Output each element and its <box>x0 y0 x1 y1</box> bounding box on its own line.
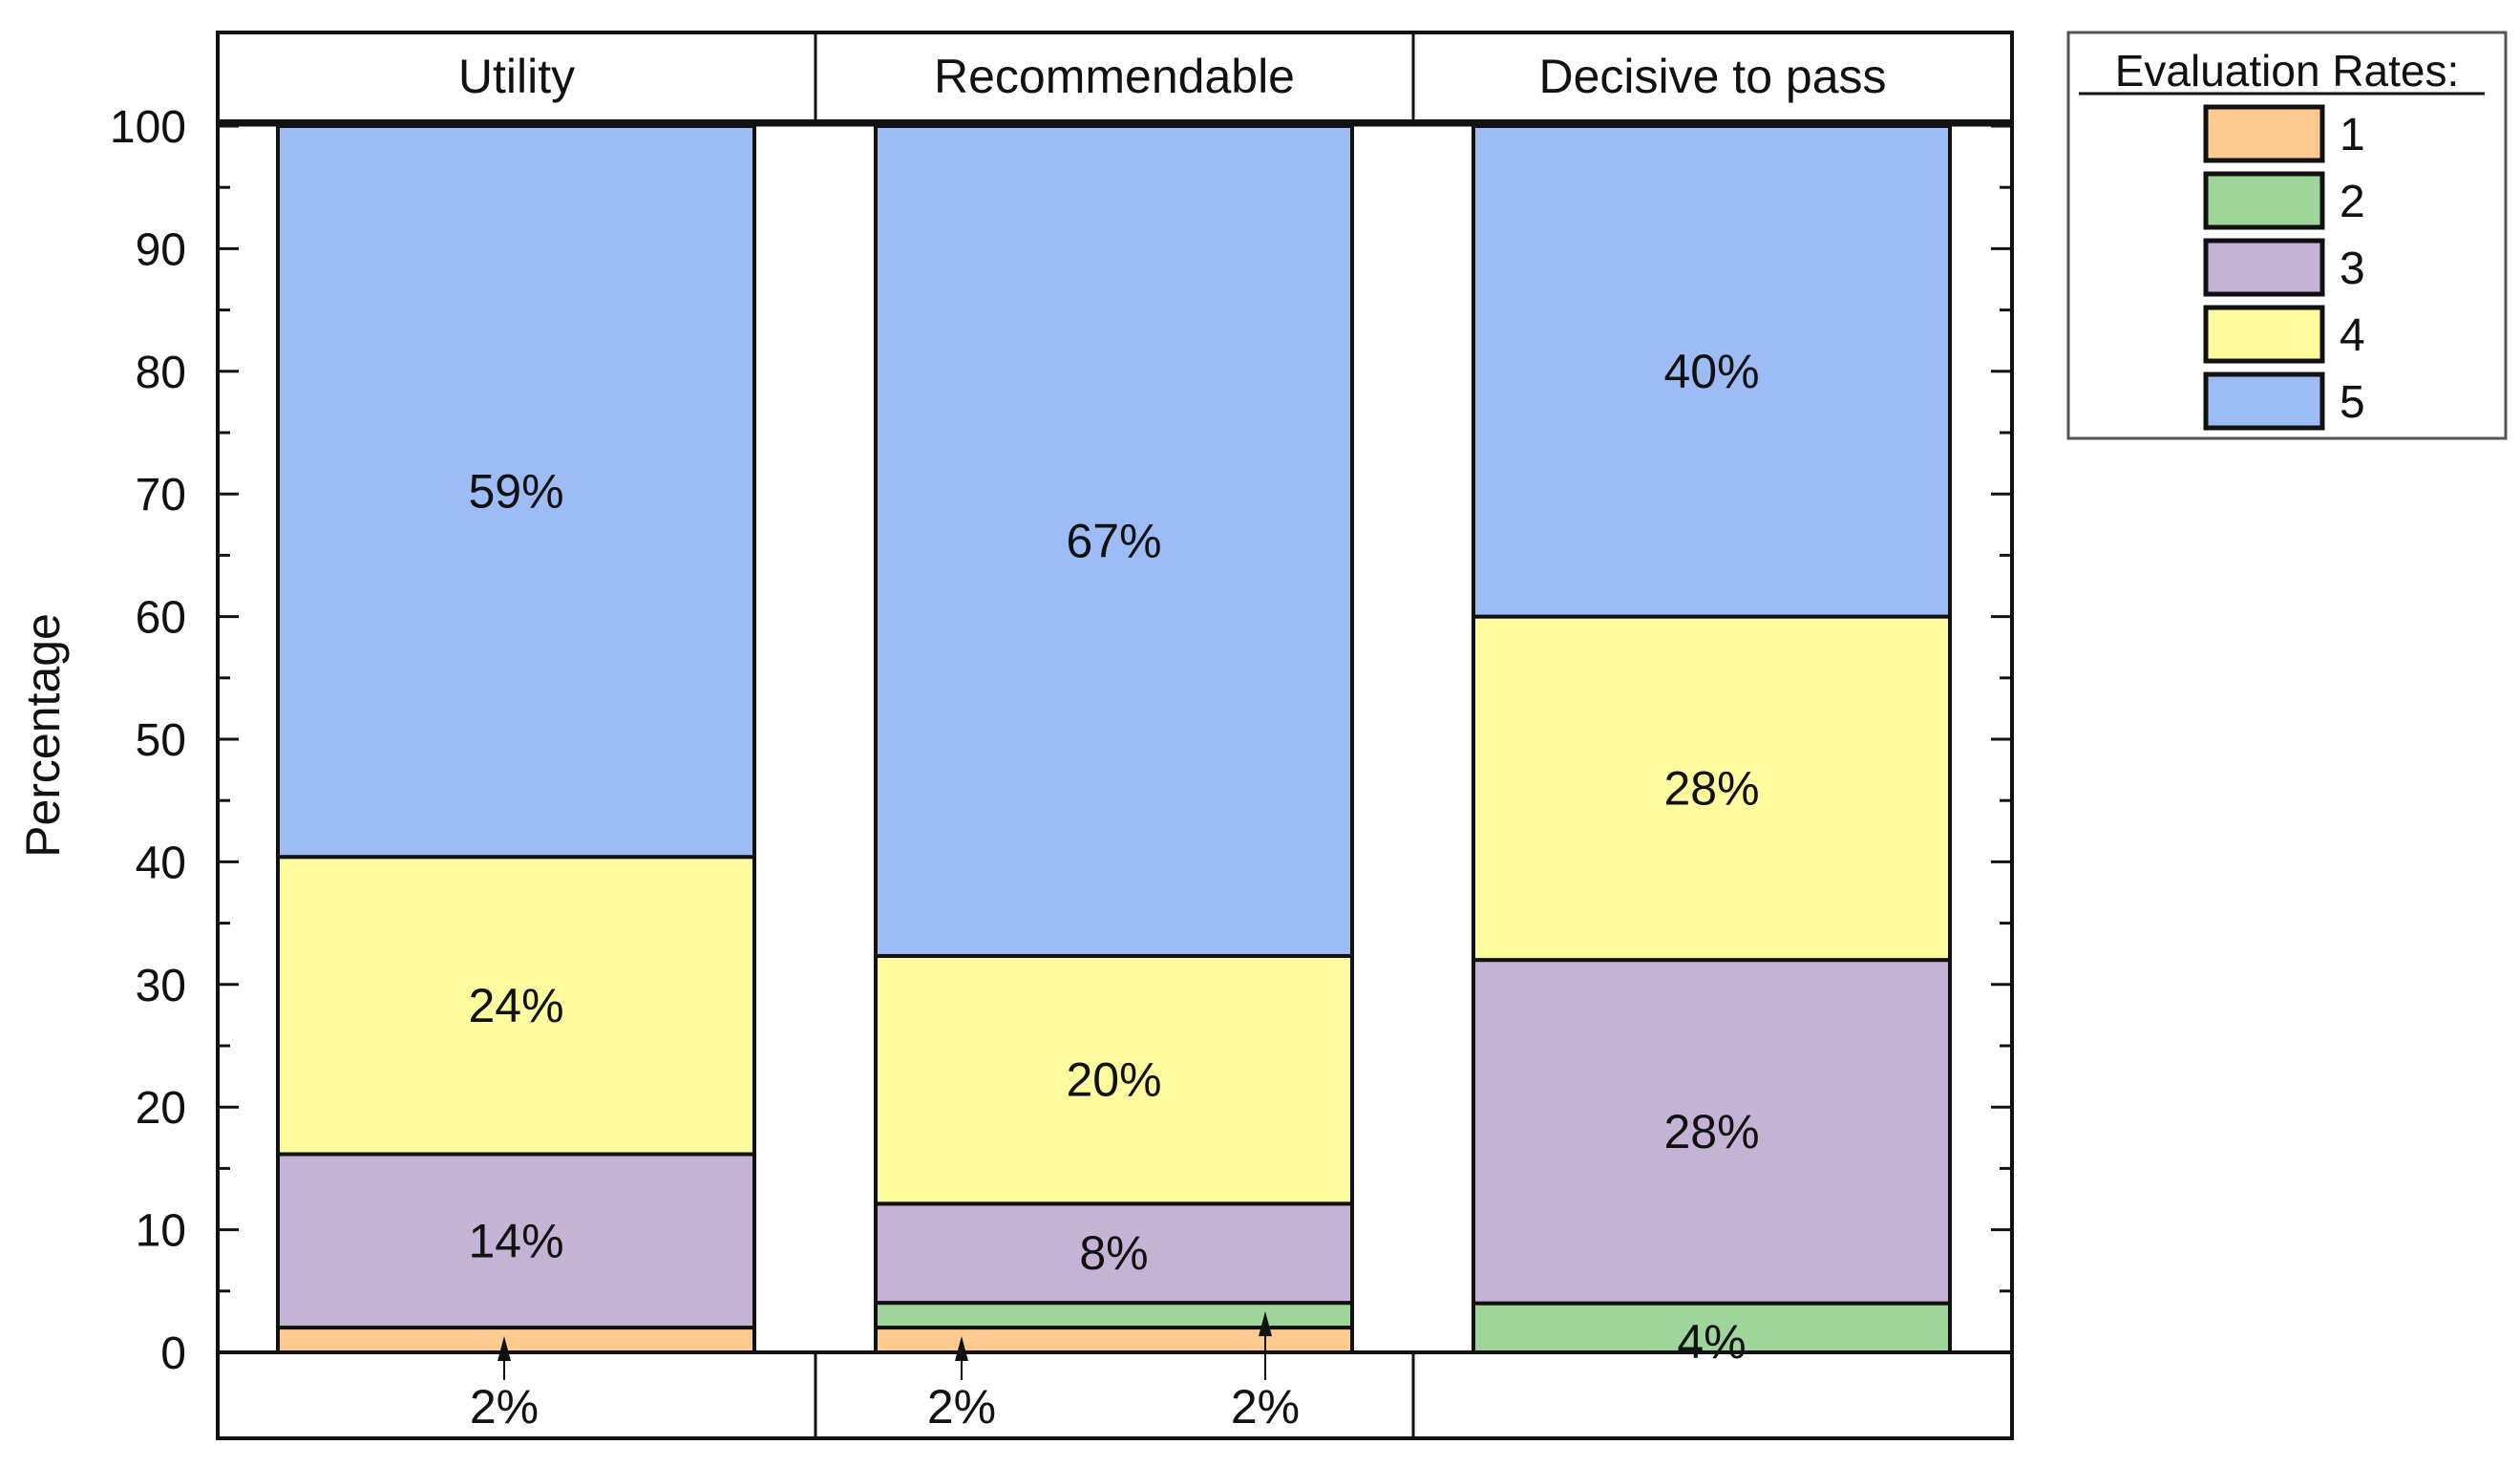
legend-frame <box>2066 31 2508 440</box>
data-label: 28% <box>1663 761 1759 815</box>
annotation-arrow-head <box>1259 1311 1272 1337</box>
bar-segment-rate-2 <box>874 1301 1354 1330</box>
panel-footer-strip <box>216 1350 2014 1440</box>
data-label: 24% <box>468 979 563 1032</box>
bar-segment-rate-1 <box>276 1326 756 1354</box>
data-label: 8% <box>1079 1226 1148 1280</box>
legend-entry-label: 4 <box>2340 310 2365 361</box>
panel-title: Recommendable <box>934 50 1295 103</box>
plot-area: Utility Recommendable Decisive to pass 14% 2… <box>110 31 2014 1440</box>
data-label: 28% <box>1663 1105 1759 1158</box>
data-label: 67% <box>1066 514 1161 567</box>
y-tick-label: 30 <box>136 961 186 1011</box>
bar-segment-rate-3 <box>874 1201 1354 1306</box>
y-tick-label: 0 <box>160 1328 186 1379</box>
y-tick-label: 10 <box>136 1206 186 1257</box>
bar-segment-rate-5 <box>1472 124 1952 619</box>
bar-segment-rate-5 <box>874 124 1354 958</box>
data-label: 14% <box>468 1214 563 1267</box>
legend-entry-label: 1 <box>2340 110 2365 160</box>
legend-title: Evaluation Rates: <box>2115 46 2460 96</box>
y-tick-label: 90 <box>136 224 186 275</box>
annotation-label: 2% <box>1231 1380 1300 1434</box>
legend: Evaluation Rates: 1 2 3 4 5 <box>2066 31 2508 440</box>
data-label: 40% <box>1663 345 1759 398</box>
annotation-label: 2% <box>927 1380 996 1434</box>
legend-swatch-5 <box>2203 372 2325 431</box>
bar-segment-rate-4 <box>276 855 756 1157</box>
y-tick-label: 60 <box>136 593 186 644</box>
y-tick-label: 80 <box>136 348 186 398</box>
data-label: 4% <box>1677 1315 1746 1369</box>
y-tick-label: 40 <box>136 838 186 888</box>
panel-title: Utility <box>458 50 575 103</box>
bar-segment-rate-3 <box>276 1152 756 1330</box>
legend-swatch-3 <box>2203 238 2325 297</box>
annotation-arrow-head <box>955 1336 968 1362</box>
y-tick-label: 70 <box>136 470 186 521</box>
panel-header-strip <box>216 31 2014 123</box>
y-tick-label: 100 <box>110 102 186 153</box>
y-axis-label: Percentage <box>16 613 70 858</box>
data-label: 20% <box>1066 1053 1161 1107</box>
bar-segment-rate-4 <box>874 953 1354 1206</box>
panel-title: Decisive to pass <box>1538 50 1886 103</box>
legend-entry-label: 3 <box>2340 244 2365 294</box>
legend-swatch-2 <box>2203 171 2325 230</box>
y-tick-label: 20 <box>136 1083 186 1134</box>
legend-entry-label: 5 <box>2340 377 2365 428</box>
legend-swatch-4 <box>2203 305 2325 364</box>
bar-segment-rate-2 <box>1472 1301 1952 1355</box>
legend-swatch-1 <box>2203 104 2325 163</box>
bar-segment-rate-5 <box>276 124 756 860</box>
legend-entry-label: 2 <box>2340 177 2365 227</box>
annotation-arrow-head <box>498 1336 511 1362</box>
bar-segment-rate-1 <box>874 1326 1354 1354</box>
data-label: 59% <box>468 465 563 519</box>
bar-segment-rate-4 <box>1472 614 1952 963</box>
y-tick-label: 50 <box>136 715 186 766</box>
annotation-label: 2% <box>470 1380 539 1434</box>
